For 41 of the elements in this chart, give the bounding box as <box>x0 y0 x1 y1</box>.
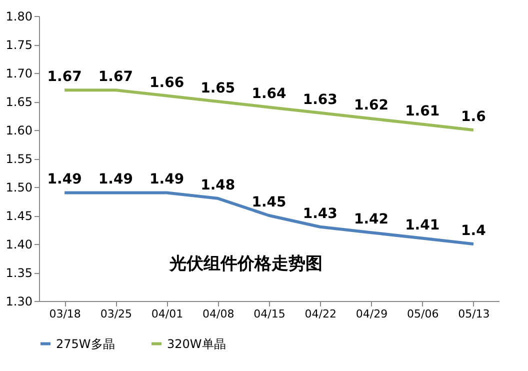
x-tick-label: 04/01 <box>151 308 184 320</box>
data-label: 1.4 <box>461 223 486 239</box>
x-tick-label: 04/15 <box>254 308 286 320</box>
x-tick-label: 05/06 <box>406 308 439 320</box>
data-label: 1.45 <box>252 194 286 210</box>
legend-label: 275W多晶 <box>56 336 115 351</box>
data-label: 1.41 <box>405 217 440 234</box>
y-tick-label: 1.45 <box>6 209 32 223</box>
x-tick-label: 03/18 <box>49 308 81 320</box>
data-label: 1.48 <box>200 177 236 194</box>
y-tick-label: 1.70 <box>6 66 32 80</box>
y-tick-label: 1.35 <box>6 266 32 280</box>
y-tick-label: 1.75 <box>6 38 32 52</box>
y-tick-label: 1.50 <box>6 180 32 194</box>
legend-label: 320W单晶 <box>167 336 226 351</box>
data-label: 1.6 <box>461 109 486 125</box>
data-label: 1.63 <box>302 92 338 108</box>
y-tick-label: 1.40 <box>6 238 32 252</box>
data-label: 1.64 <box>252 86 287 102</box>
y-tick-label: 1.55 <box>6 152 32 166</box>
y-tick-label: 1.30 <box>6 294 32 308</box>
data-label: 1.49 <box>47 172 82 188</box>
x-tick-label: 03/25 <box>100 308 132 320</box>
data-label: 1.43 <box>302 206 338 222</box>
x-tick-label: 04/08 <box>202 308 234 320</box>
data-label: 1.66 <box>150 74 184 91</box>
x-tick-label: 04/29 <box>356 308 388 320</box>
data-label: 1.67 <box>98 69 133 86</box>
text: 光伏组件价格走势图 <box>168 254 322 274</box>
data-label: 1.42 <box>354 212 388 228</box>
data-label: 1.67 <box>47 69 82 86</box>
data-label: 1.62 <box>354 98 388 114</box>
x-tick-label: 04/22 <box>304 308 336 320</box>
data-label: 1.49 <box>98 172 133 188</box>
x-tick-label: 05/13 <box>458 308 490 320</box>
y-tick-label: 1.65 <box>6 95 32 109</box>
y-tick-label: 1.80 <box>6 10 32 24</box>
data-label: 1.65 <box>200 80 236 96</box>
y-tick-label: 1.60 <box>6 124 32 138</box>
data-label: 1.49 <box>150 172 184 188</box>
data-label: 1.61 <box>405 103 440 120</box>
